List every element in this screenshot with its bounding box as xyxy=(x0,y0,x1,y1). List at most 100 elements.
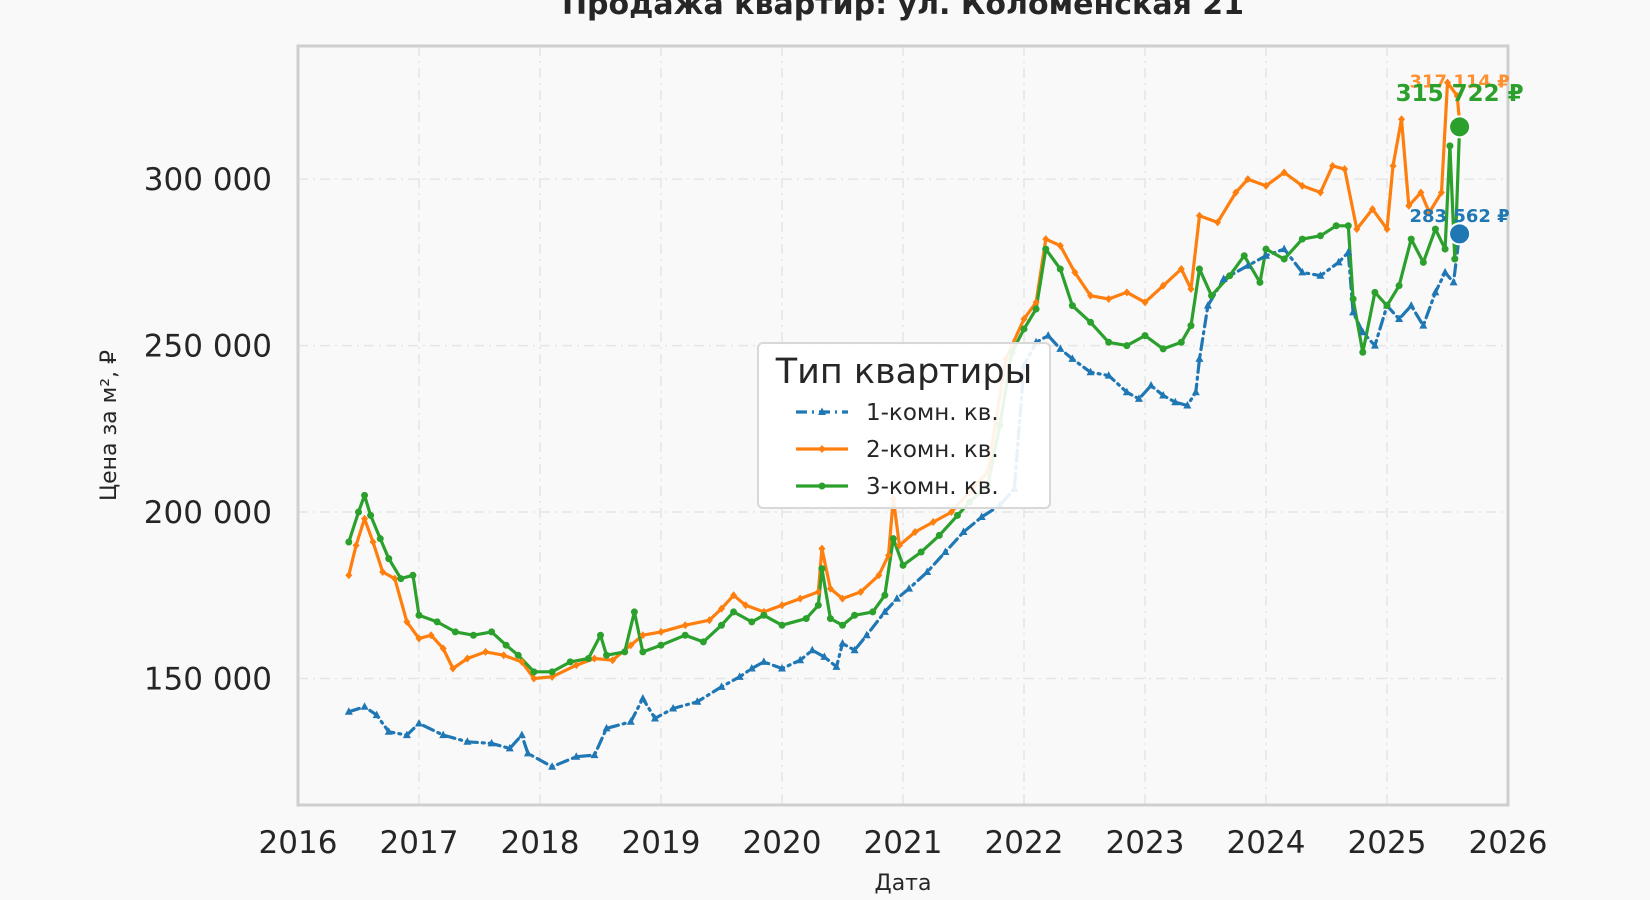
data-point xyxy=(360,702,369,710)
data-point xyxy=(376,535,384,543)
data-point xyxy=(1353,225,1361,234)
end-label-3: 315 722 ₽ xyxy=(1396,81,1524,107)
data-point xyxy=(850,645,859,654)
data-point xyxy=(1437,188,1445,197)
data-point xyxy=(1419,258,1427,266)
data-point xyxy=(403,617,411,626)
legend-title: Тип квартиры xyxy=(775,352,1033,392)
y-tick-label: 200 000 xyxy=(144,495,272,531)
x-tick-label: 2018 xyxy=(501,825,580,861)
data-point xyxy=(681,621,689,630)
data-point xyxy=(1141,298,1149,307)
data-point xyxy=(1341,165,1349,174)
data-point xyxy=(1395,314,1404,322)
data-point xyxy=(748,618,756,626)
data-point xyxy=(566,658,574,666)
data-point xyxy=(500,651,508,660)
data-point xyxy=(402,730,411,739)
data-point xyxy=(517,730,526,739)
data-point xyxy=(1056,265,1064,273)
data-point xyxy=(344,707,353,715)
data-point xyxy=(530,668,538,676)
data-point xyxy=(693,697,702,705)
data-point xyxy=(657,641,665,649)
data-point xyxy=(1344,247,1353,256)
data-point xyxy=(1159,391,1168,399)
data-point xyxy=(1316,188,1324,197)
data-point xyxy=(487,738,496,747)
data-point xyxy=(1395,282,1403,290)
data-point xyxy=(735,672,744,680)
data-point xyxy=(1316,232,1324,240)
data-point xyxy=(923,567,932,575)
data-point xyxy=(1123,342,1131,350)
data-point xyxy=(1262,181,1270,190)
data-point xyxy=(796,594,804,603)
data-point xyxy=(1214,218,1222,227)
data-point xyxy=(705,616,713,625)
data-point xyxy=(584,655,592,663)
end-label-layer: 283 562 ₽ 317 114 ₽315 722 ₽ xyxy=(1396,72,1524,246)
data-point xyxy=(1453,91,1461,100)
data-point xyxy=(1068,302,1076,310)
data-point xyxy=(1177,338,1185,346)
data-point xyxy=(415,611,423,619)
data-point xyxy=(367,511,375,519)
series-line-1 xyxy=(347,232,1462,769)
data-point xyxy=(597,631,604,639)
data-point xyxy=(1419,321,1428,329)
data-point xyxy=(1147,381,1156,389)
x-tick-label: 2016 xyxy=(259,825,338,861)
data-point xyxy=(1262,245,1270,253)
data-point xyxy=(778,601,786,610)
data-point xyxy=(352,541,360,550)
data-point xyxy=(730,591,738,600)
data-point xyxy=(839,594,846,603)
legend-marker xyxy=(818,445,826,453)
data-point xyxy=(869,608,877,616)
legend-entry-2: 2-комн. кв. xyxy=(796,437,999,463)
legend-marker xyxy=(818,407,826,415)
data-point xyxy=(814,587,822,596)
data-point xyxy=(384,727,393,735)
data-point xyxy=(603,651,611,659)
data-point xyxy=(669,703,678,712)
data-point xyxy=(548,668,556,676)
data-point xyxy=(1256,278,1264,286)
data-point xyxy=(838,639,847,647)
data-point xyxy=(523,748,532,757)
data-point xyxy=(1383,302,1391,310)
data-point xyxy=(699,638,707,646)
data-point xyxy=(911,528,919,537)
data-point xyxy=(681,631,689,639)
data-point xyxy=(1332,222,1340,230)
data-point xyxy=(439,730,448,739)
data-point xyxy=(730,608,738,616)
data-point xyxy=(935,531,943,539)
x-tick-label: 2017 xyxy=(380,825,459,861)
data-point xyxy=(482,647,490,656)
data-point xyxy=(415,634,423,643)
data-point xyxy=(1187,285,1195,294)
data-point xyxy=(1444,78,1451,87)
legend-label: 3-комн. кв. xyxy=(866,474,999,500)
legend-entry-3: 3-комн. кв. xyxy=(796,474,999,500)
data-point xyxy=(1195,211,1203,220)
data-point xyxy=(929,518,937,527)
data-point xyxy=(1191,387,1200,396)
legend-entry-1: 1-комн. кв. xyxy=(796,400,999,426)
x-tick-label: 2020 xyxy=(743,825,822,861)
data-point xyxy=(602,723,611,732)
data-point xyxy=(1431,287,1440,296)
data-point xyxy=(590,654,598,663)
data-point xyxy=(1105,338,1113,346)
data-point xyxy=(1122,387,1131,396)
data-point xyxy=(451,628,459,636)
data-point xyxy=(626,717,635,725)
data-point xyxy=(1431,225,1439,233)
x-tick-label: 2024 xyxy=(1227,825,1306,861)
data-point xyxy=(572,661,580,670)
data-point xyxy=(857,587,865,596)
data-point xyxy=(778,621,786,629)
data-point xyxy=(548,762,557,770)
